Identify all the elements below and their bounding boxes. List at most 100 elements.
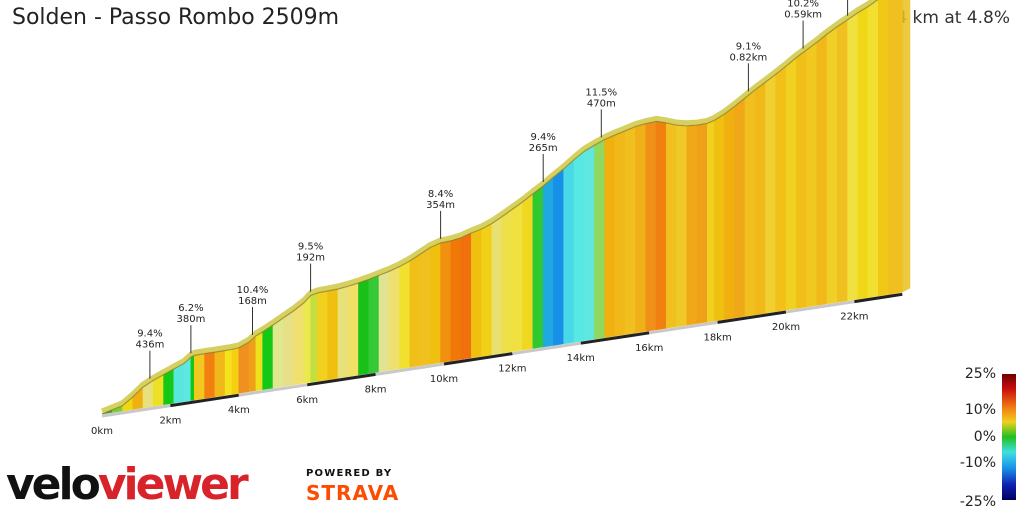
distance-axis-segment [375,362,445,376]
gradient-segment [645,121,657,332]
annotation-length: 354m [426,200,455,211]
gradient-segment [614,130,626,337]
gradient-segment [204,351,216,399]
gradient-segment [255,331,264,391]
gradient-segment [238,341,250,394]
gradient-segment [532,185,544,349]
distance-axis-segment [512,341,582,356]
gradient-segment [429,242,441,365]
gradient-segment [542,176,554,348]
gradient-segment [183,356,192,402]
profile-end-face [902,0,911,293]
gradient-segment [224,348,233,396]
gradient-segment [696,122,708,324]
annotation-grade: 6.2% [178,303,203,314]
gradient-segment [795,49,807,309]
distance-tick-label: 16km [635,343,663,354]
gradient-segment [816,33,828,306]
gradient-segment [877,0,889,297]
distance-tick-label: 22km [840,312,868,323]
gradient-segment [368,274,380,374]
legend-colorbar [1002,374,1016,500]
annotation-length: 192m [296,253,325,264]
gradient-segment [655,121,667,331]
gradient-segment [635,123,647,334]
gradient-segment [604,134,616,338]
distance-tick-label: 14km [567,353,595,364]
climb-annotations: 9.4%436m6.2%380m10.4%168m9.5%192m8.4%354… [135,0,849,379]
annotation-grade: 10.4% [237,285,269,296]
annotation-grade: 8.4% [428,189,453,200]
gradient-segment [388,266,400,371]
distance-axis-segment [648,320,718,335]
distance-tick-label: 12km [498,364,526,375]
gradient-segment [358,278,370,376]
distance-axis-segment [101,404,171,418]
gradient-segment [744,89,756,317]
gradient-segment [836,19,848,303]
gradient-segment [686,124,698,326]
annotation-grade: 9.4% [530,132,555,143]
gradient-segment [460,232,472,360]
distance-tick-label: 4km [228,405,250,416]
gradient-segment [450,237,462,362]
legend-label-0: 0% [973,429,996,445]
gradient-segment [248,335,257,392]
annotation-length: 0.59km [784,10,822,21]
gradient-segments [101,0,903,415]
gradient-segment [665,122,677,329]
distance-axis [101,292,903,418]
distance-axis-segment [238,383,308,397]
legend-label-25: 25% [964,366,996,382]
distance-axis-segment [717,310,787,324]
gradient-segment [888,0,903,295]
gradient-segment [347,282,359,377]
annotation-length: 436m [135,340,164,351]
ridge-top-band [101,0,878,414]
veloviewer-logo: veloviewer [6,459,252,510]
gradient-segment [409,253,421,368]
gradient-segment [826,26,838,305]
annotation-length: 265m [529,143,558,154]
distance-axis-segment [580,331,650,345]
distance-axis-segment [854,292,903,304]
gradient-segment [785,56,797,311]
gradient-segment [303,294,311,384]
ridge-edge-line [101,0,879,415]
powered-by-strava: POWERED BY STRAVA [306,468,399,505]
strava-logo: STRAVA [306,481,400,505]
gradient-segment [190,354,195,401]
gradient-segment [501,208,513,354]
annotation-length: 380m [176,314,205,325]
gradient-segment [847,12,859,301]
annotation-length: 168m [238,296,267,307]
distance-axis-segment [306,372,376,387]
gradient-segment [706,119,715,323]
distance-axis-segment [170,393,240,408]
annotation-grade: 9.4% [137,329,162,340]
profile-ridge [101,0,911,415]
gradient-segment [553,168,565,346]
gradient-segment [399,260,411,370]
distance-tick-labels: 0km 2km 4km 6km 8km 10km 12km 14km 16km 18km 20km 2… [91,312,868,437]
distance-tick-label: 2km [159,416,181,427]
gradient-segment [676,124,688,327]
gradient-segment [293,302,305,386]
gradient-segment [327,288,339,381]
gradient-segment [310,292,318,383]
annotation-grade: 11.5% [585,87,617,98]
distance-axis-segment [785,300,855,314]
gradient-segment [419,246,431,366]
powered-by-label: POWERED BY [306,468,393,479]
gradient-segment [806,41,818,308]
distance-tick-label: 20km [772,322,800,333]
gradient-segment [867,0,879,298]
gradient-segment [734,97,746,319]
gradient-segment [481,222,493,357]
gradient-segment [194,353,205,401]
gradient-segment [282,310,294,387]
gradient-segment [624,126,636,335]
gradient-segment [775,65,787,312]
distance-tick-label: 10km [430,374,458,385]
gradient-legend: 25% 10% 0% -10% -25% [940,366,1024,512]
